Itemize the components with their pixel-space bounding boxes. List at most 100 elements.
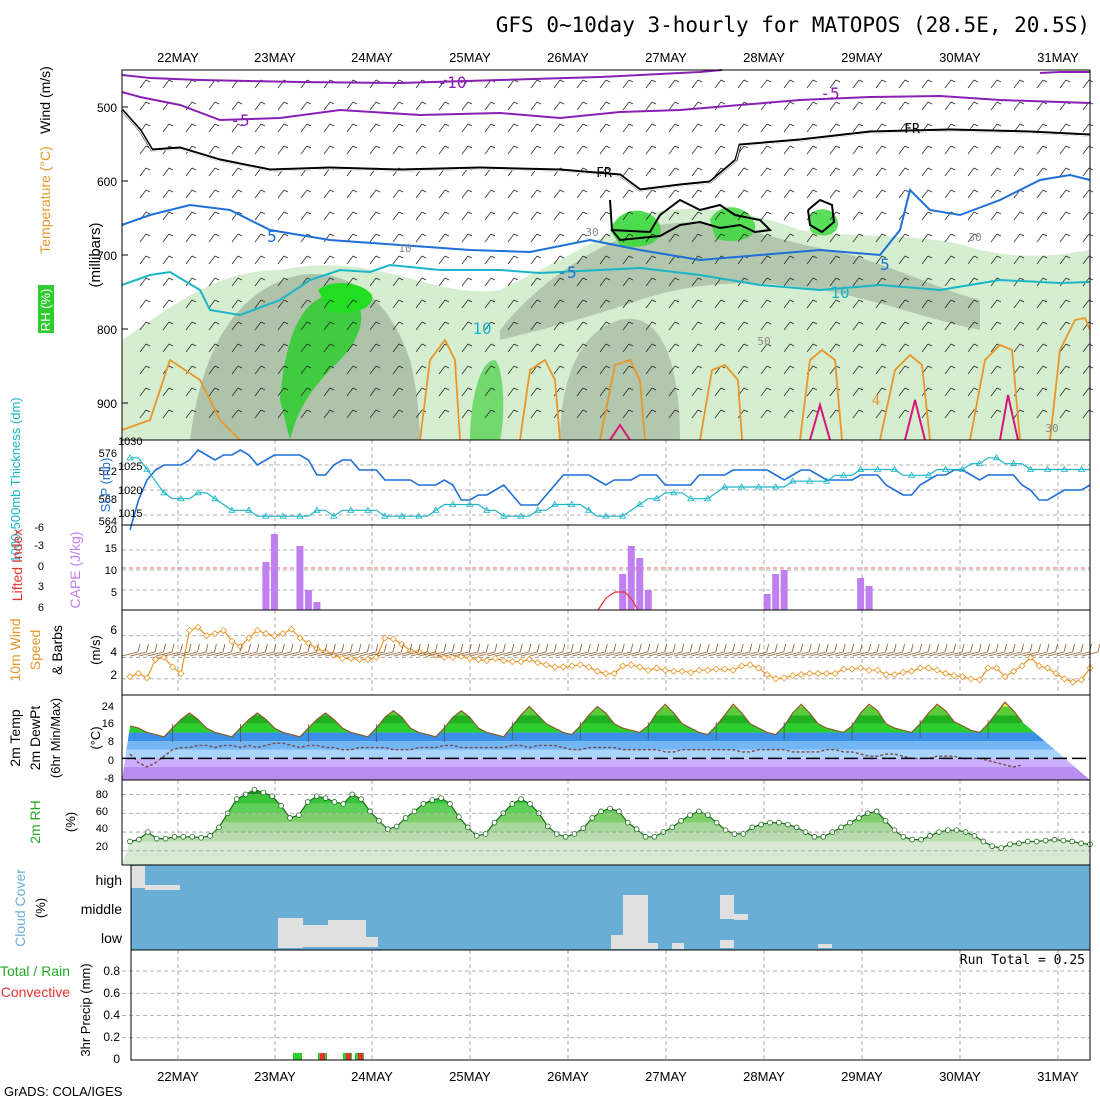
wind-barb-upper: [231, 409, 239, 419]
wind-barb-upper: [1013, 211, 1021, 221]
wind-barb-surface: [689, 643, 693, 653]
wind-barb-upper: [214, 167, 220, 171]
wind-barb-upper: [1013, 255, 1021, 265]
rh-marker: [136, 836, 142, 843]
wind-barb-upper: [306, 189, 312, 193]
wind-barb-upper: [375, 365, 381, 369]
wind-barb-upper: [1036, 211, 1044, 221]
wind-barb-upper: [191, 343, 197, 347]
wind-barb-upper: [852, 233, 860, 243]
y-tick-label: 3: [38, 581, 44, 593]
wind-barb-upper: [835, 321, 841, 325]
wind-barb-upper: [674, 145, 680, 149]
wind-barb-upper: [461, 321, 469, 331]
y-tick-label: 24: [102, 701, 114, 713]
wind-barb-upper: [697, 387, 703, 391]
wind-barb-upper: [927, 233, 933, 237]
wind-barb-upper: [559, 233, 565, 237]
thickness-marker: [687, 494, 695, 502]
wind-barb-surface: [682, 651, 699, 657]
wind-barb-upper: [168, 167, 174, 171]
wind-barb-upper: [438, 409, 446, 419]
slp-line: [129, 448, 1091, 531]
wind-barb-upper: [582, 123, 588, 127]
thickness-marker: [924, 471, 933, 478]
wind-barb-surface: [138, 651, 156, 657]
wind-barb-upper: [875, 167, 883, 177]
wind-barb-upper: [944, 255, 952, 265]
wind-barb-upper: [996, 123, 1002, 127]
wind-barb-upper: [490, 321, 496, 325]
wind-barb-surface: [215, 651, 232, 657]
thickness-marker: [211, 494, 219, 502]
wind-barb-upper: [921, 167, 929, 177]
cloud-cover-label: Cloud Cover: [12, 869, 28, 947]
wind-barb-upper: [1082, 255, 1090, 265]
wind-barb-upper: [783, 79, 791, 89]
wind-barb-upper: [375, 277, 381, 281]
rh-marker: [776, 819, 782, 826]
wind-barb-upper: [438, 387, 446, 397]
wind-speed-marker: [143, 674, 151, 682]
wind-barb-upper: [582, 189, 588, 193]
wind-barb-upper: [789, 277, 795, 281]
wind-barb-upper: [651, 365, 657, 369]
rh-marker: [704, 812, 711, 818]
wind-barb-surface: [351, 651, 368, 657]
wind-barb-upper: [714, 79, 722, 89]
wind-barb-upper: [927, 365, 933, 369]
wind-barb-upper: [323, 255, 331, 265]
y-tick-label: 0.6: [103, 986, 120, 1000]
wind-barb-surface: [468, 643, 472, 653]
wind-barb-upper: [967, 409, 975, 419]
wind-barb-upper: [467, 233, 473, 237]
wind-barb-upper: [921, 145, 929, 155]
wind-barb-upper: [967, 211, 975, 221]
wind-barb-upper: [536, 255, 542, 259]
rh-marker: [598, 808, 604, 815]
wind-barb-surface: [504, 651, 521, 657]
wind-barb-surface: [691, 651, 708, 657]
wind-barb-upper: [806, 255, 814, 265]
thickness-marker: [398, 512, 406, 519]
wind-barb-upper: [1065, 387, 1071, 391]
wind-barb-upper: [145, 167, 151, 171]
wind-barb-upper: [812, 409, 818, 413]
wind-barb-upper: [559, 123, 565, 127]
wind-barb-upper: [1042, 321, 1048, 325]
wind-barb-upper: [191, 365, 197, 369]
wind-barb-upper: [484, 101, 492, 111]
wind-barb-upper: [645, 211, 653, 221]
wind-barb-upper: [783, 277, 791, 287]
rh-marker: [509, 801, 516, 807]
wind-barb-upper: [1082, 211, 1090, 221]
rh-marker: [980, 838, 987, 845]
wind-barb-upper: [467, 255, 473, 259]
rh-marker: [269, 793, 276, 800]
wind-barb-upper: [553, 277, 561, 287]
wind-barb-upper: [145, 387, 151, 391]
wind-barb-upper: [231, 343, 239, 353]
wind-speed-marker: [729, 666, 737, 674]
wind-barb-upper: [329, 365, 335, 369]
wind-barb-upper: [990, 255, 998, 265]
wind-barb-upper: [674, 233, 680, 237]
wind-barb-surface: [487, 651, 504, 657]
pressure-label: (millibars): [87, 223, 104, 288]
wind-barb-upper: [1065, 189, 1071, 193]
wind-speed-marker: [1001, 673, 1009, 681]
wind-panel: 642: [110, 609, 1100, 696]
y-tick-label: -8: [104, 773, 114, 785]
wind-barb-upper: [530, 233, 538, 243]
wind-barb-surface: [376, 651, 393, 657]
wind-barb-upper: [231, 145, 239, 155]
wind-barb-surface: [1055, 643, 1058, 653]
wind-barb-upper: [277, 145, 285, 155]
wind-barb-upper: [576, 189, 584, 199]
wind-barb-upper: [438, 277, 446, 287]
rh-band: [122, 813, 1090, 823]
wind-barb-upper: [1019, 321, 1025, 325]
wind-barb-surface: [417, 643, 421, 653]
wind-barb-upper: [214, 101, 220, 105]
wind-barb-upper: [766, 277, 772, 281]
